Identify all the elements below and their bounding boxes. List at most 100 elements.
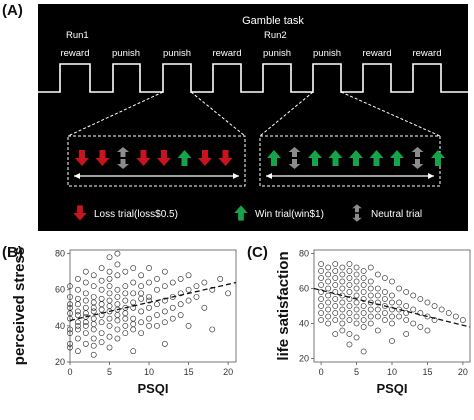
satisfaction-data-point: [445, 310, 452, 316]
stress-data-point: [67, 294, 73, 300]
satisfaction-data-point: [325, 264, 332, 271]
satisfaction-data-point: [353, 285, 360, 292]
satisfaction-data-point: [339, 299, 346, 306]
loss-arrow-icon: [157, 150, 171, 166]
satisfaction-plot-frame: [313, 249, 471, 363]
stress-data-point: [225, 290, 231, 297]
satisfaction-data-point: [325, 320, 332, 327]
run2-axis-left-arrowhead: [266, 173, 272, 179]
satisfaction-y-tick-label: 40: [299, 319, 309, 329]
satisfaction-data-point: [332, 282, 339, 288]
satisfaction-data-point: [410, 306, 417, 313]
satisfaction-data-point: [360, 348, 367, 355]
satisfaction-data-point: [353, 320, 360, 327]
satisfaction-data-point: [431, 317, 438, 323]
stress-data-point: [67, 301, 73, 308]
block-label: reward: [412, 48, 441, 59]
satisfaction-data-point: [382, 317, 388, 323]
satisfaction-x-tick-label: 10: [387, 367, 397, 377]
loss-arrow-icon: [198, 150, 212, 166]
satisfaction-data-point: [360, 289, 367, 295]
stress-data-point: [114, 261, 121, 268]
satisfaction-data-point: [332, 310, 339, 316]
stress-data-point: [169, 279, 176, 286]
zoom-line-2a: [259, 91, 314, 137]
satisfaction-data-point: [339, 271, 346, 278]
win-arrow-icon: [234, 205, 248, 221]
stress-data-point: [154, 322, 160, 329]
satisfaction-data-point: [346, 331, 353, 337]
satisfaction-trend-line: [313, 287, 471, 328]
stress-data-point: [90, 342, 97, 349]
satisfaction-y-tick-label: 60: [299, 284, 309, 294]
stress-data-point: [146, 279, 152, 286]
run2-axis-right-arrowhead: [428, 173, 434, 179]
satisfaction-data-point: [374, 285, 381, 292]
stress-data-point: [75, 312, 81, 318]
stress-data-point: [98, 295, 105, 302]
stress-data-point: [114, 317, 121, 324]
satisfaction-data-point: [360, 317, 367, 323]
satisfaction-data-point: [325, 306, 332, 313]
win-arrow-icon: [308, 150, 322, 166]
satisfaction-x-tick-label: 0: [319, 367, 324, 377]
stress-data-point: [130, 265, 137, 271]
stress-data-point: [67, 344, 73, 351]
satisfaction-y-tick-label: 80: [299, 249, 309, 259]
neutral-arrow-icon: [117, 147, 129, 169]
stress-data-point: [98, 339, 105, 346]
win-arrow-icon: [177, 150, 192, 166]
stress-data-point: [146, 322, 152, 329]
stress-x-tick-label: 5: [107, 367, 112, 377]
satisfaction-data-point: [318, 303, 324, 309]
win-arrow-icon: [390, 150, 404, 166]
stress-data-point: [98, 286, 105, 293]
satisfaction-data-point: [360, 296, 367, 302]
stress-data-point: [138, 283, 145, 290]
satisfaction-x-tick-label: 15: [422, 367, 432, 377]
satisfaction-data-point: [346, 341, 353, 348]
block-label: punish: [163, 48, 191, 59]
panel-c-label: (C): [247, 244, 268, 261]
stress-data-point: [82, 341, 89, 347]
stress-data-point: [82, 319, 89, 326]
satisfaction-data-point: [360, 268, 367, 274]
stress-data-point: [169, 304, 176, 311]
satisfaction-data-point: [367, 320, 374, 327]
stress-data-point: [82, 297, 89, 304]
stress-data-point: [193, 294, 200, 300]
satisfaction-data-point: [367, 306, 374, 313]
stress-data-point: [130, 299, 137, 306]
satisfaction-data-point: [332, 268, 339, 274]
stress-data-point: [106, 333, 113, 340]
stress-x-axis-label: PSQI: [137, 381, 168, 396]
stress-data-point: [146, 294, 152, 300]
legend-loss-label: Loss trial(loss$0.5): [94, 209, 178, 220]
stress-data-point: [75, 335, 81, 342]
stress-data-point: [161, 319, 168, 326]
stress-data-point: [90, 299, 97, 306]
stress-data-point: [67, 326, 73, 333]
stress-data-point: [106, 268, 113, 275]
stress-data-point: [67, 283, 73, 290]
satisfaction-data-point: [339, 285, 346, 292]
satisfaction-data-point: [389, 313, 395, 320]
satisfaction-data-point: [410, 320, 417, 327]
satisfaction-data-point: [339, 320, 346, 327]
stress-data-point: [106, 254, 113, 261]
stress-data-point: [185, 272, 192, 279]
stress-data-point: [177, 312, 184, 318]
run1-axis-left-arrowhead: [74, 173, 80, 179]
stress-data-point: [82, 310, 89, 317]
stress-data-point: [122, 268, 129, 275]
satisfaction-data-point: [389, 320, 395, 327]
satisfaction-data-point: [332, 296, 339, 302]
block-labels: reward punish punish reward punish punish rewa…: [60, 48, 441, 59]
stress-data-point: [82, 279, 89, 286]
stress-x-tick-label: 10: [144, 367, 154, 377]
stress-data-point: [67, 341, 73, 347]
stress-data-point: [106, 322, 113, 329]
stress-data-point: [75, 319, 81, 326]
satisfaction-data-point: [339, 264, 346, 271]
satisfaction-data-point: [417, 296, 424, 302]
